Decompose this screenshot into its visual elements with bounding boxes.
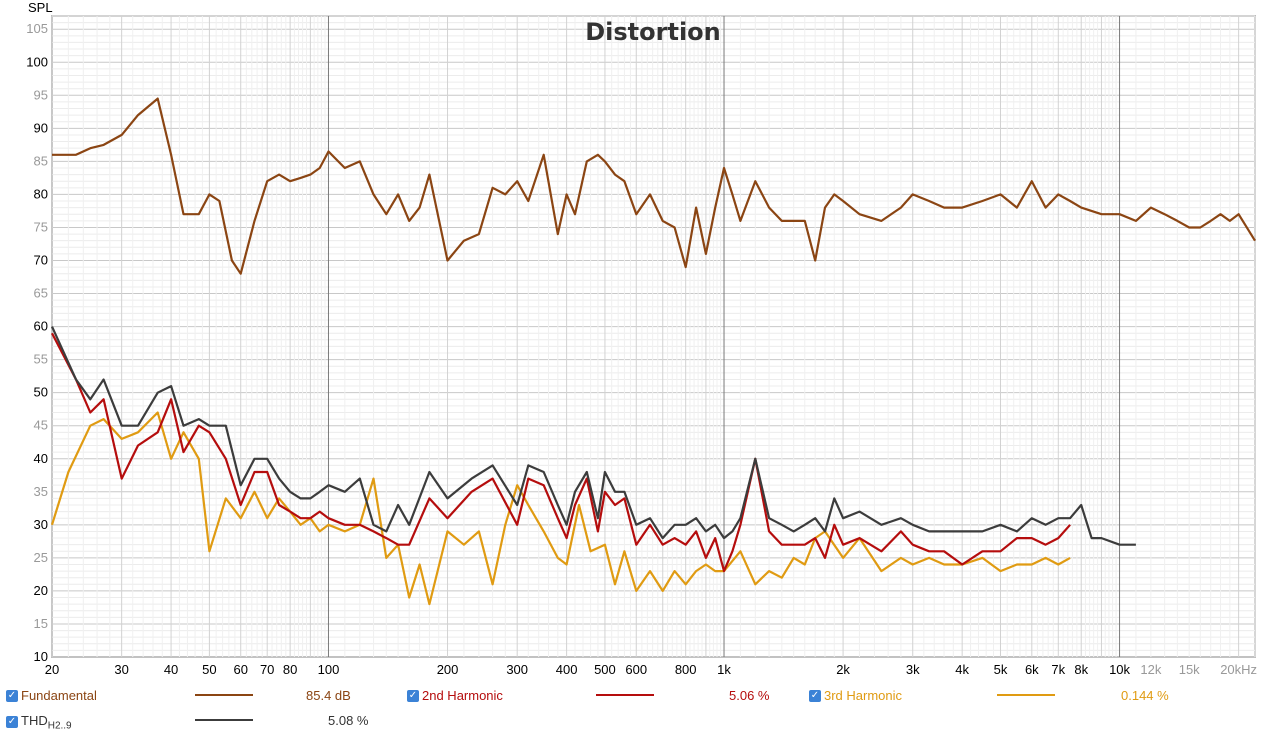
series-line-2nd-harmonic <box>51 332 1071 573</box>
second-harmonic-label: 2nd Harmonic <box>422 688 503 703</box>
x-tick-label: 6k <box>1025 662 1039 677</box>
x-tick-label: 3k <box>906 662 920 677</box>
y-tick-label: 40 <box>34 451 48 466</box>
y-tick-label: 90 <box>34 120 48 135</box>
y-tick-label: 70 <box>34 253 48 268</box>
y-tick-label: 95 <box>34 87 48 102</box>
y-tick-label: 35 <box>34 484 48 499</box>
series-line-thd <box>50 326 1136 546</box>
x-tick-label: 200 <box>437 662 459 677</box>
x-tick-label: 80 <box>283 662 297 677</box>
plot-area <box>51 15 1256 658</box>
x-tick-label: 5k <box>994 662 1008 677</box>
y-tick-label: 85 <box>34 153 48 168</box>
third-harmonic-label: 3rd Harmonic <box>824 688 903 703</box>
x-tick-label: 10k <box>1109 662 1130 677</box>
legend-3rd-harmonic[interactable]: ✓ 3rd Harmonic <box>809 688 902 703</box>
second-harmonic-checkbox[interactable]: ✓ <box>407 689 419 702</box>
y-tick-label: 25 <box>34 550 48 565</box>
x-tick-label: 12k <box>1140 662 1161 677</box>
y-tick-label: 65 <box>34 286 48 301</box>
y-tick-label: 15 <box>34 616 48 631</box>
thd-label: THDH2..9 <box>21 713 72 732</box>
fundamental-checkbox[interactable]: ✓ <box>6 689 18 702</box>
thd-value: 5.08 % <box>328 713 369 728</box>
y-tick-label: 105 <box>26 21 48 36</box>
y-tick-label: 20 <box>34 583 48 598</box>
thd-checkbox[interactable]: ✓ <box>6 716 18 729</box>
y-tick-label: 75 <box>34 219 48 234</box>
x-tick-label: 7k <box>1051 662 1065 677</box>
third-harmonic-swatch <box>997 694 1055 696</box>
x-tick-label: 15k <box>1179 662 1200 677</box>
legend-fundamental[interactable]: ✓ Fundamental <box>6 688 97 703</box>
y-axis-label: SPL <box>28 0 53 15</box>
thd-swatch <box>195 719 253 721</box>
legend-thd[interactable]: ✓ THDH2..9 <box>6 713 72 732</box>
x-tick-label: 600 <box>625 662 647 677</box>
x-tick-label: 400 <box>556 662 578 677</box>
y-tick-label: 60 <box>34 319 48 334</box>
series-line-fundamental <box>52 97 1256 275</box>
x-tick-label: 500 <box>594 662 616 677</box>
chart-title: Distortion <box>585 18 721 46</box>
y-tick-label: 80 <box>34 186 48 201</box>
distortion-chart: 10 15 20 25 30 35 40 45 50 55 60 65 70 75 80 85 90 95 100 1… <box>26 0 1257 677</box>
x-tick-label: 40 <box>164 662 178 677</box>
y-tick-label: 55 <box>34 352 48 367</box>
second-harmonic-value: 5.06 % <box>729 688 770 703</box>
fundamental-label: Fundamental <box>21 688 97 703</box>
series-line-3rd-harmonic <box>50 411 1071 606</box>
y-tick-label: 30 <box>34 517 48 532</box>
x-tick-label: 1k <box>717 662 731 677</box>
x-tick-label: 70 <box>260 662 274 677</box>
y-tick-label: 50 <box>34 385 48 400</box>
fundamental-swatch <box>195 694 253 696</box>
x-tick-label: 300 <box>506 662 528 677</box>
third-harmonic-checkbox[interactable]: ✓ <box>809 689 821 702</box>
y-tick-label: 45 <box>34 418 48 433</box>
x-tick-label: 2k <box>836 662 850 677</box>
second-harmonic-swatch <box>596 694 654 696</box>
third-harmonic-value: 0.144 % <box>1121 688 1169 703</box>
x-tick-label: 50 <box>202 662 216 677</box>
y-tick-label: 10 <box>34 649 48 664</box>
legend-2nd-harmonic[interactable]: ✓ 2nd Harmonic <box>407 688 503 703</box>
x-tick-label: 800 <box>675 662 697 677</box>
x-tick-label: 20 <box>45 662 59 677</box>
x-tick-label: 30 <box>114 662 128 677</box>
x-tick-label: 4k <box>955 662 969 677</box>
x-tick-label: 20kHz <box>1220 662 1257 677</box>
x-tick-label: 100 <box>318 662 340 677</box>
x-tick-label: 8k <box>1074 662 1088 677</box>
y-tick-label: 100 <box>26 54 48 69</box>
x-tick-label: 60 <box>233 662 247 677</box>
fundamental-value: 85.4 dB <box>306 688 351 703</box>
